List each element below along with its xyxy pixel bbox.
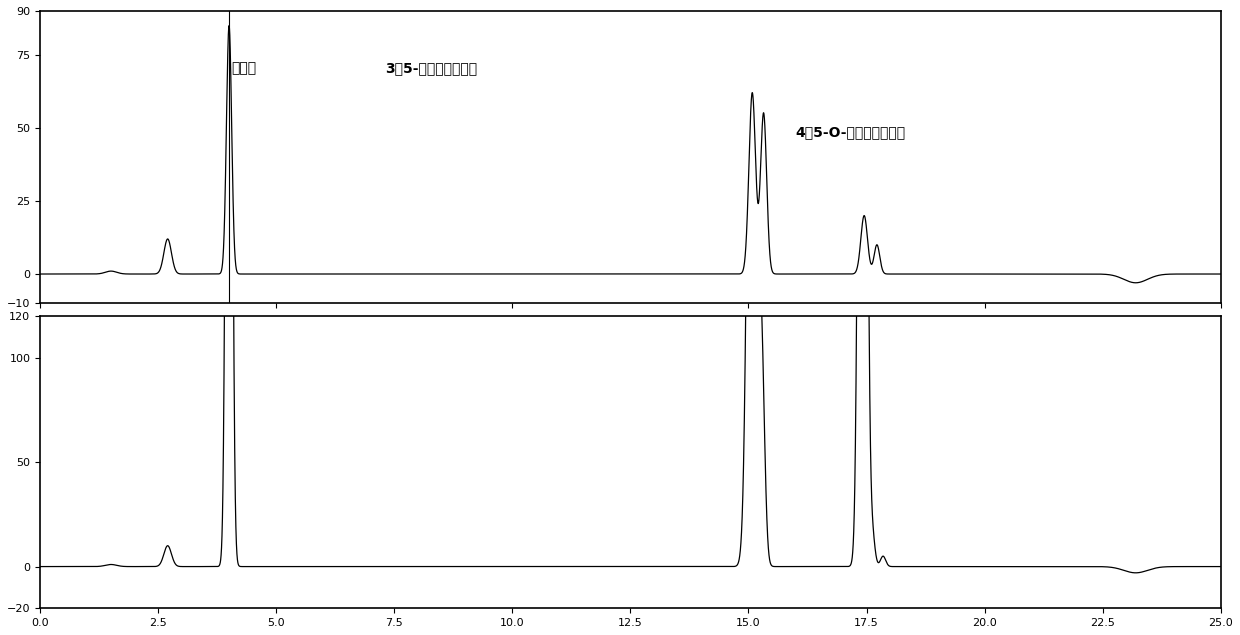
Text: 绿原酸: 绿原酸 (232, 61, 257, 76)
Text: 4，5-O-二咏非馕奎宁酸: 4，5-O-二咏非馕奎宁酸 (796, 126, 906, 140)
Text: 3，5-二咏非馕奎宁酸: 3，5-二咏非馕奎宁酸 (384, 61, 477, 76)
